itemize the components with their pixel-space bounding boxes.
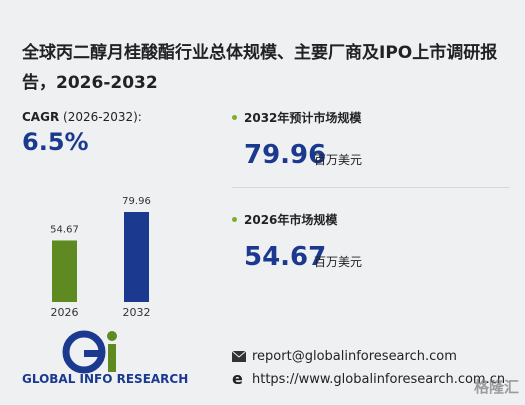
stat-unit: 百万美元 (314, 153, 363, 167)
stat-value: 79.96 (244, 140, 327, 170)
bullet (232, 217, 237, 222)
cagr-value: 6.5% (22, 128, 89, 156)
stat-value: 54.67 (244, 242, 327, 272)
stat-label: 2026年市场规模 (244, 213, 338, 227)
value-label: 79.96 (122, 196, 151, 207)
logo-text: GLOBAL INFO RESEARCH (22, 372, 189, 386)
logo-g (62, 330, 106, 374)
x-tick-label: 2026 (51, 306, 79, 319)
logo-mark (62, 330, 117, 374)
stat-label: 2032年预计市场规模 (244, 111, 362, 125)
logo-g-bar (84, 350, 100, 357)
value-label: 54.67 (50, 224, 79, 235)
cagr-label: CAGR (22, 110, 60, 124)
bar-chart: 54.67 2026 79.96 2032 (50, 196, 151, 319)
logo-i (108, 344, 116, 372)
watermark: 格隆汇 (474, 378, 520, 396)
x-tick-label: 2032 (123, 306, 151, 319)
website: https://www.globalinforesearch.com.cn (252, 372, 506, 387)
stat-unit: 百万美元 (314, 255, 363, 269)
cagr-label-row: CAGR (2026-2032): (22, 110, 142, 124)
bullet (232, 115, 237, 120)
email: report@globalinforesearch.com (252, 349, 457, 364)
cagr-period: (2026-2032): (63, 110, 142, 124)
bar (124, 212, 149, 302)
logo-i-dot (107, 331, 117, 341)
title: 全球丙二醇月桂酸酯行业总体规模、主要厂商及IPO上市调研报告，2026-2032 (22, 43, 498, 93)
bar (52, 240, 77, 302)
email-icon (232, 351, 246, 362)
divider (232, 187, 510, 188)
web-icon: e (232, 369, 243, 388)
